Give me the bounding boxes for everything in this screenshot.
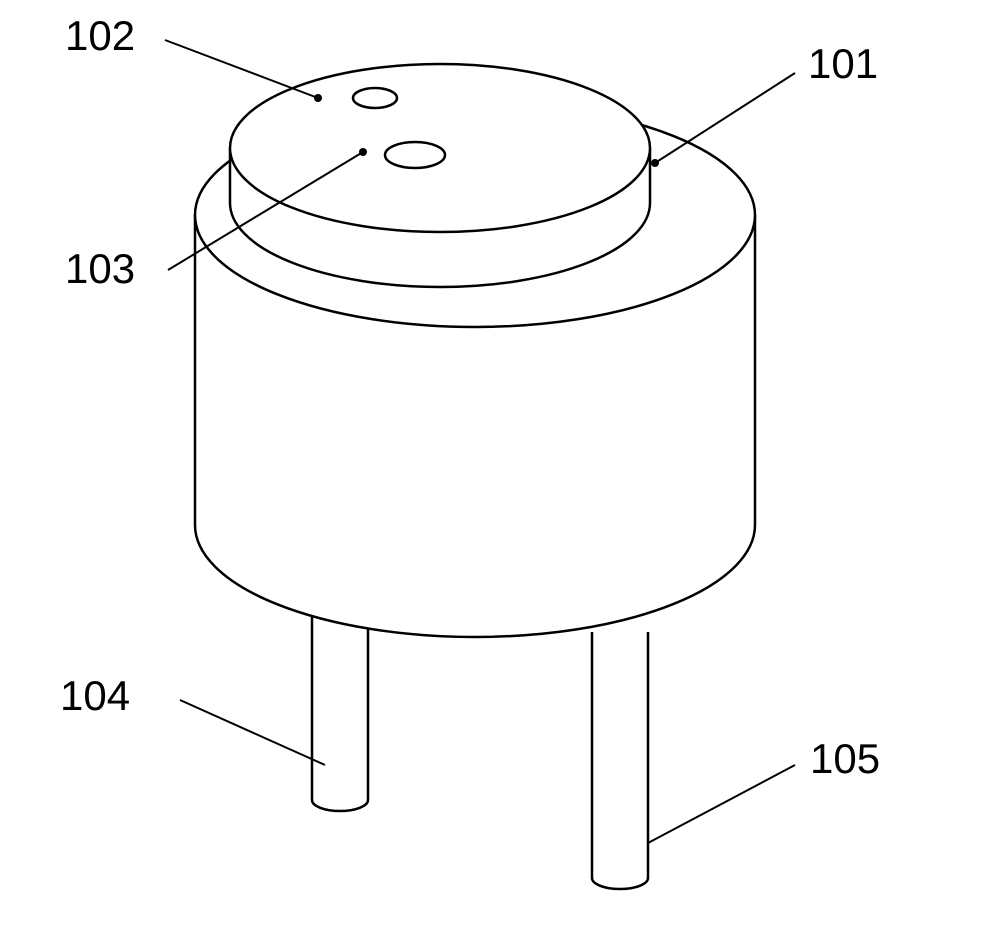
leg-104 bbox=[312, 614, 368, 811]
label-104: 104 bbox=[60, 672, 130, 720]
label-103: 103 bbox=[65, 245, 135, 293]
leg-105 bbox=[592, 632, 648, 889]
label-101: 101 bbox=[808, 40, 878, 88]
label-105: 105 bbox=[810, 735, 880, 783]
technical-diagram: 102 101 103 104 105 bbox=[0, 0, 1000, 935]
label-102: 102 bbox=[65, 12, 135, 60]
diagram-svg bbox=[0, 0, 1000, 935]
